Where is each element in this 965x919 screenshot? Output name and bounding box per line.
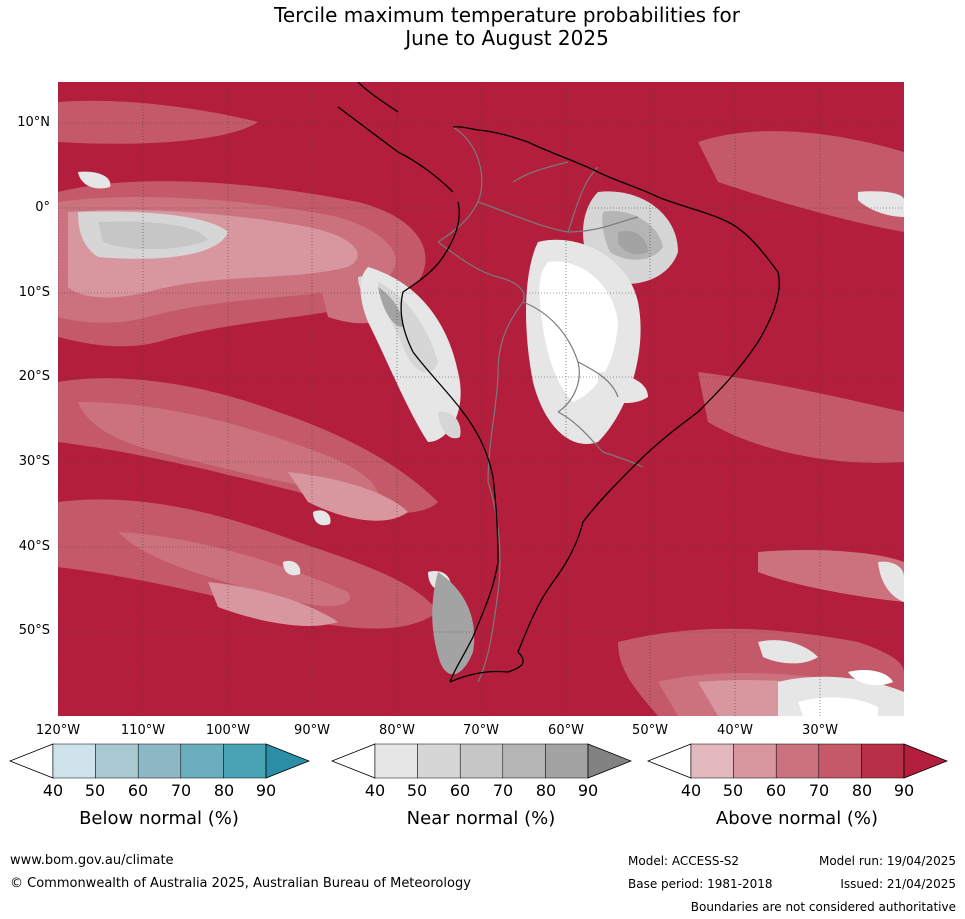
- lon-label-60w: 60°W: [548, 723, 584, 738]
- lon-label-70w: 70°W: [463, 723, 499, 738]
- colorbar-cell: [733, 743, 777, 779]
- colorbar-low-extension: [8, 743, 54, 779]
- colorbar-cell: [775, 743, 820, 779]
- colorbar-low-extension: [330, 743, 376, 779]
- legend-near-normal-colorbar: [330, 743, 632, 779]
- colorbar-cell: [223, 743, 267, 779]
- footer-url: www.bom.gov.au/climate: [10, 853, 174, 868]
- legend-below-normal-tick: 80: [213, 781, 235, 800]
- colorbar-cell: [180, 743, 224, 779]
- colorbar-cell: [137, 743, 182, 779]
- footer-base-period: Base period: 1981-2018: [628, 877, 773, 891]
- colorbar-high-extension: [587, 743, 632, 779]
- legend-below-normal: 40 50 60 70 80 90 Below normal (%): [8, 742, 310, 837]
- legend-near-normal-title: Near normal (%): [406, 808, 556, 829]
- chart-title-line2: June to August 2025: [405, 26, 609, 50]
- legend-below-normal-title: Below normal (%): [79, 808, 239, 829]
- chart-title-line1: Tercile maximum temperature probabilitie…: [274, 3, 740, 27]
- gridlines: [58, 82, 904, 716]
- legend-near-normal-tick: 90: [577, 781, 599, 800]
- colorbar-cell: [545, 743, 589, 779]
- lat-label-50s: 50°S: [18, 623, 50, 638]
- legend-above-normal-tick: 40: [680, 781, 702, 800]
- colorbar-cell: [417, 743, 461, 779]
- legend-below-normal-tick: 40: [42, 781, 64, 800]
- legend-below-normal-colorbar: [8, 743, 310, 779]
- chart-title: Tercile maximum temperature probabilitie…: [0, 4, 965, 50]
- lon-label-50w: 50°W: [632, 723, 668, 738]
- footer-model: Model: ACCESS-S2: [628, 854, 740, 868]
- colorbar-high-extension: [903, 743, 948, 779]
- legend-above-normal-tick: 50: [722, 781, 744, 800]
- colorbar-cell: [52, 743, 96, 779]
- lat-label-20s: 20°S: [18, 369, 50, 384]
- legend-near-normal-tick: 40: [364, 781, 386, 800]
- lon-label-90w: 90°W: [294, 723, 330, 738]
- footer-issued: Issued: 21/04/2025: [840, 877, 956, 891]
- colorbar-cell: [690, 743, 734, 779]
- legend-above-normal-title: Above normal (%): [715, 808, 879, 829]
- legend-below-normal-tick: 60: [127, 781, 149, 800]
- country-borders: [437, 126, 644, 683]
- footer-model-run: Model run: 19/04/2025: [818, 854, 956, 868]
- colorbar-cell: [818, 743, 862, 779]
- legend-above-normal-colorbar: [646, 743, 948, 779]
- coastline: [337, 82, 780, 683]
- legend-below-normal-tick: 90: [255, 781, 277, 800]
- lon-label-110w: 110°W: [120, 723, 166, 738]
- lat-label-10n: 10°N: [17, 115, 50, 130]
- legend-below-normal-tick: 50: [84, 781, 106, 800]
- lon-label-40w: 40°W: [717, 723, 753, 738]
- legend-above-normal-tick: 60: [765, 781, 787, 800]
- legend-above-normal-tick: 70: [808, 781, 830, 800]
- lon-label-30w: 30°W: [802, 723, 838, 738]
- legend-above-normal: 40 50 60 70 80 90 Above normal (%): [646, 742, 948, 837]
- lat-label-40s: 40°S: [18, 539, 50, 554]
- legend-near-normal-tick: 80: [535, 781, 557, 800]
- legend-near-normal: 40 50 60 70 80 90 Near normal (%): [330, 742, 632, 837]
- legend-near-normal-tick: 60: [449, 781, 471, 800]
- lon-label-120w: 120°W: [35, 723, 81, 738]
- near-normal-regions: [78, 171, 904, 716]
- legend-above-normal-tick: 80: [851, 781, 873, 800]
- colorbar-high-extension: [265, 743, 310, 779]
- colorbar-cell: [95, 743, 139, 779]
- probability-map: [58, 82, 904, 716]
- colorbar-low-extension: [646, 743, 692, 779]
- colorbar-cell: [374, 743, 418, 779]
- map-canvas: [58, 82, 904, 716]
- footer-copyright: © Commonwealth of Australia 2025, Austra…: [10, 876, 471, 891]
- legend-below-normal-tick: 70: [170, 781, 192, 800]
- legend-above-normal-tick: 90: [893, 781, 915, 800]
- legend-near-normal-tick: 70: [492, 781, 514, 800]
- lon-label-100w: 100°W: [205, 723, 251, 738]
- lat-label-10s: 10°S: [18, 285, 50, 300]
- footer-disclaimer: Boundaries are not considered authoritat…: [690, 900, 956, 914]
- colorbar-cell: [502, 743, 546, 779]
- lat-label-30s: 30°S: [18, 454, 50, 469]
- colorbar-cell: [861, 743, 905, 779]
- legend-near-normal-tick: 50: [406, 781, 428, 800]
- colorbar-cell: [459, 743, 504, 779]
- lat-label-0: 0°: [35, 200, 50, 215]
- lon-label-80w: 80°W: [379, 723, 415, 738]
